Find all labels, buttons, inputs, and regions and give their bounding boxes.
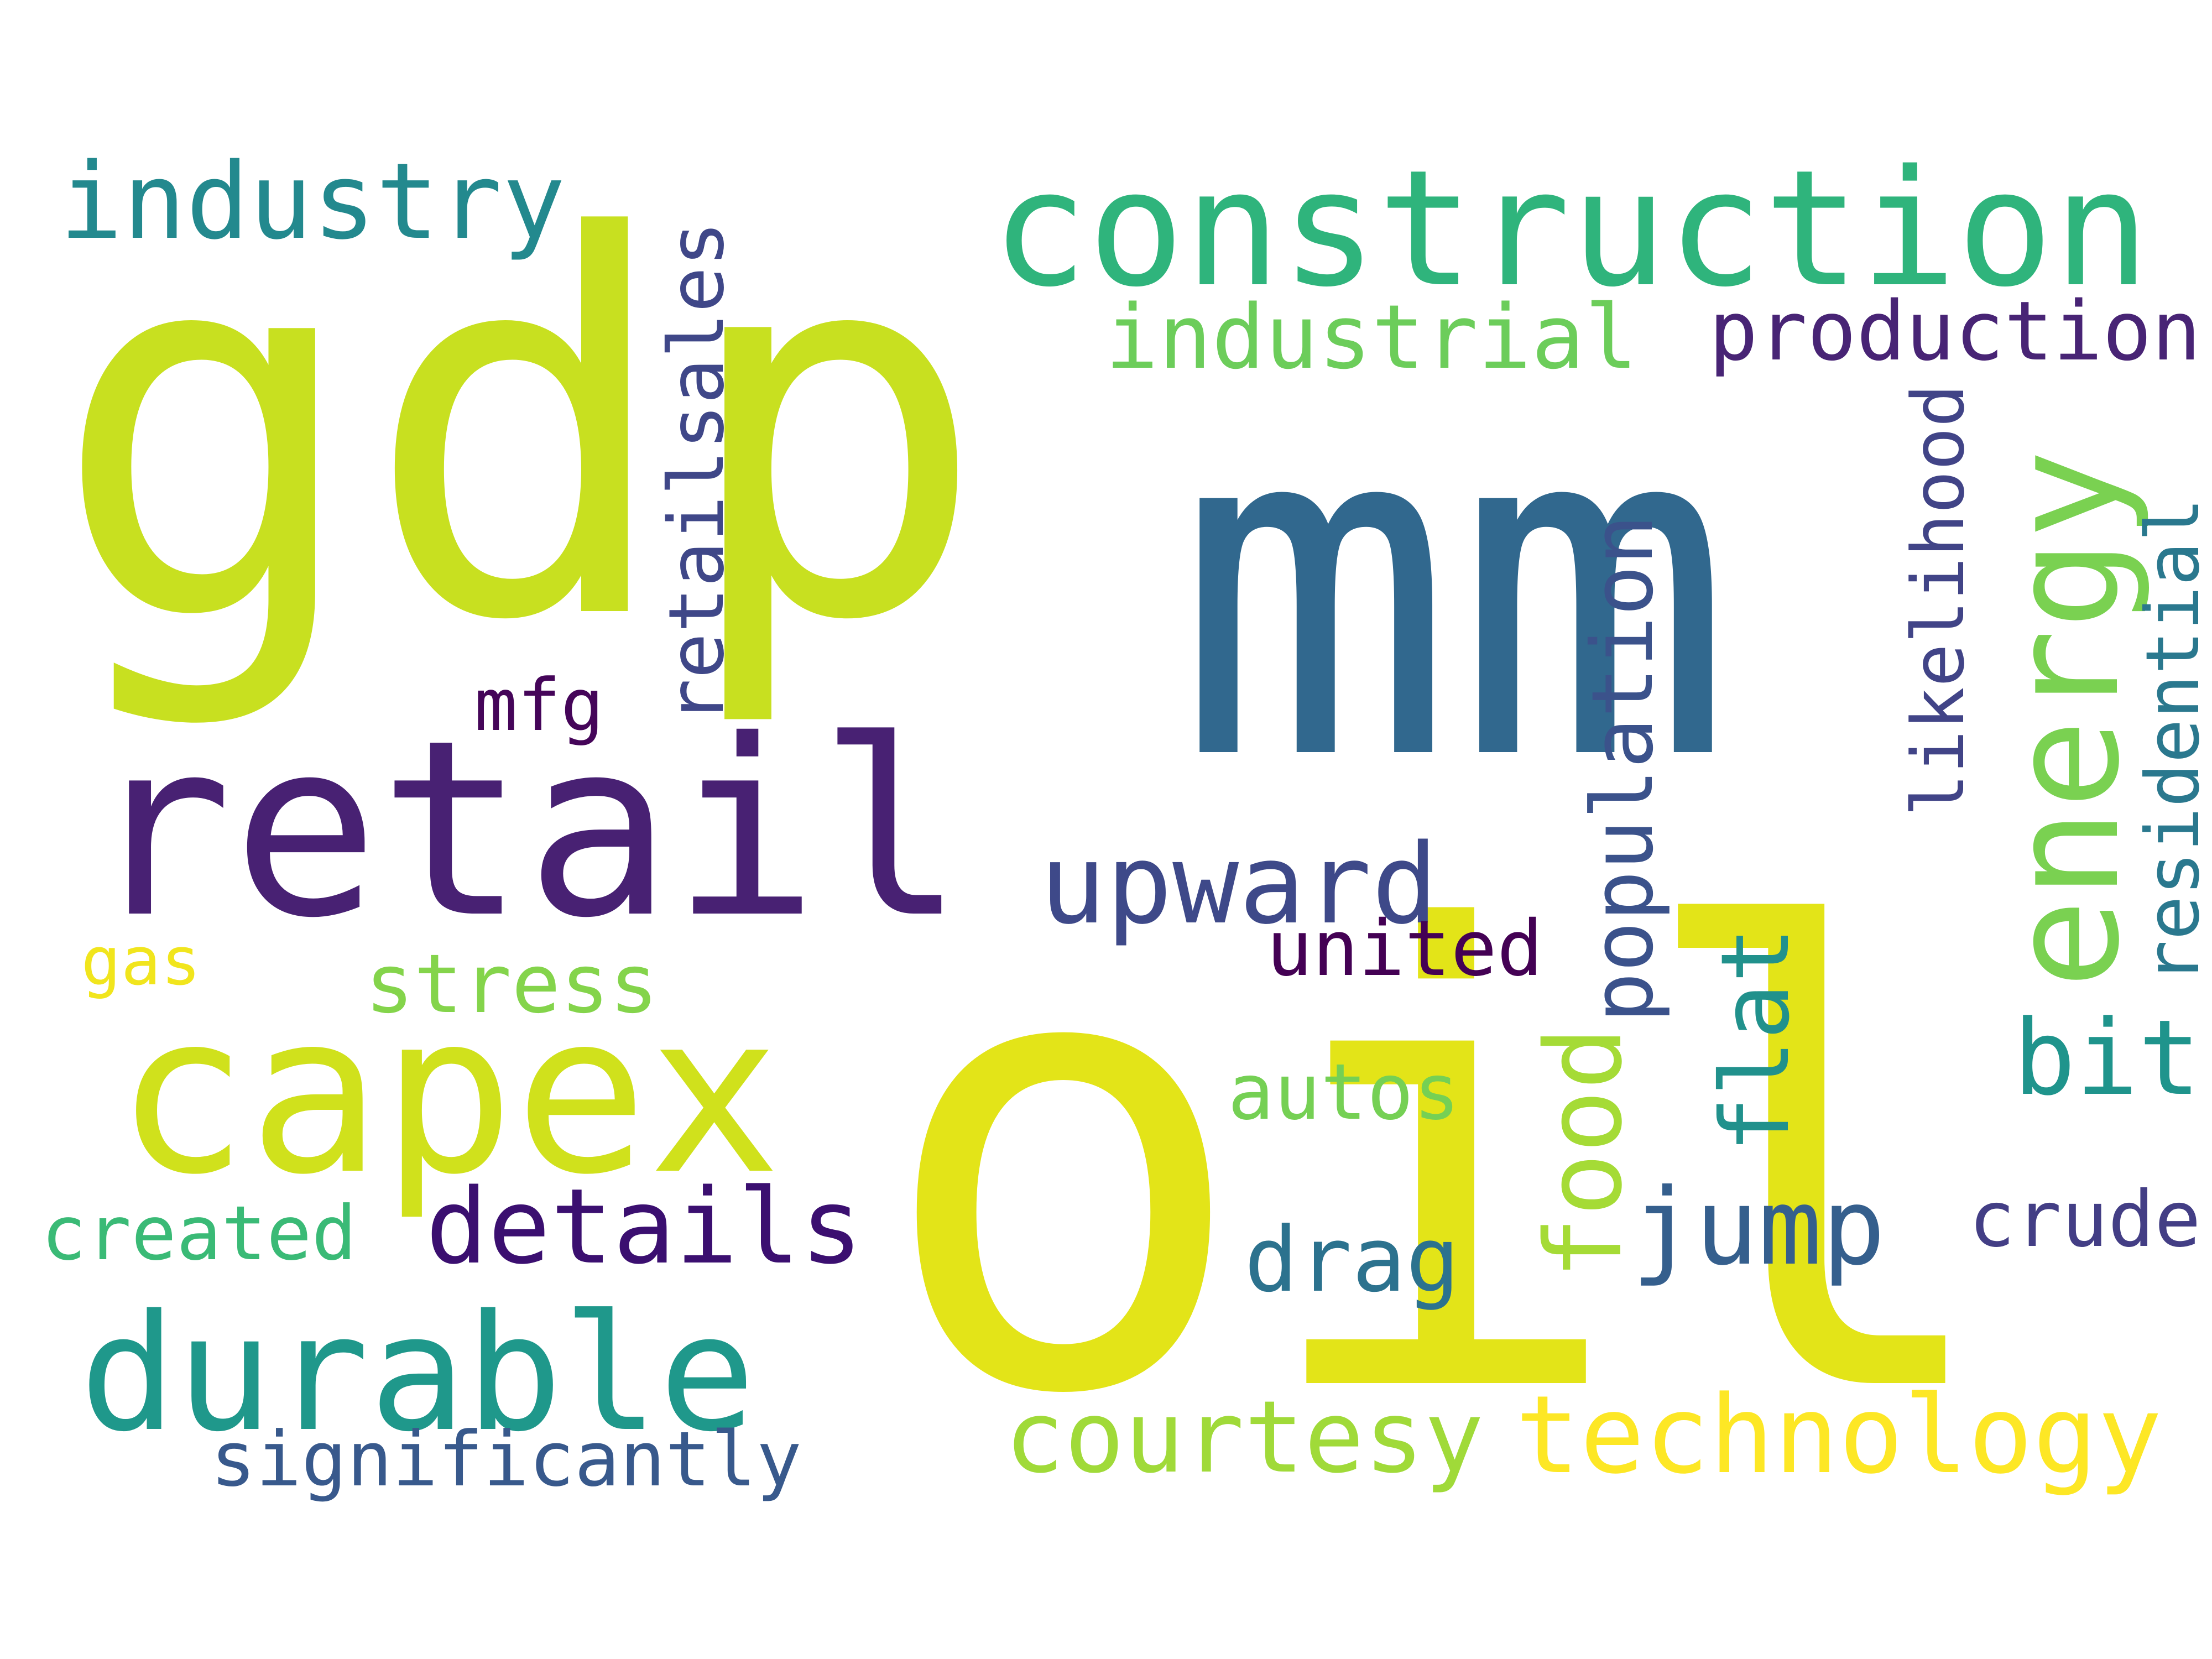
word-significantly: significantly — [210, 1415, 802, 1504]
word-autos: autos — [1228, 1047, 1460, 1137]
word-stress: stress — [365, 936, 659, 1031]
word-details: details — [425, 1167, 863, 1287]
word-population: population — [1573, 514, 1672, 1023]
word-bit: bit — [2013, 998, 2201, 1119]
word-retailsales: retailsales — [652, 221, 741, 724]
word-retail: retail — [86, 688, 965, 971]
word-oil: oil — [875, 802, 2006, 1531]
word-industrial: industrial — [1105, 285, 1638, 389]
word-courtesy: courtesy — [1004, 1380, 1484, 1495]
word-technology: technology — [1515, 1373, 2163, 1498]
word-united: united — [1266, 903, 1543, 993]
word-flat: flat — [1701, 926, 1811, 1153]
word-gas: gas — [81, 924, 201, 1000]
word-construction: construction — [991, 136, 2150, 322]
word-durable: durable — [80, 1281, 756, 1467]
word-mm: mm — [1175, 321, 1734, 862]
word-jump: jump — [1631, 1166, 1886, 1289]
word-capex: capex — [115, 966, 781, 1223]
word-food: food — [1523, 1026, 1645, 1280]
word-industry: industry — [59, 140, 566, 263]
word-upward: upward — [1040, 820, 1438, 949]
word-mfg: mfg — [474, 663, 604, 747]
word-crude: crude — [1969, 1174, 2201, 1264]
word-created: created — [41, 1189, 357, 1277]
word-energy: energy — [1978, 449, 2152, 989]
word-residential: residential — [2130, 497, 2212, 984]
word-production: production — [1709, 284, 2201, 379]
word-gdp: gdp — [51, 128, 989, 734]
word-likelihood: likelihood — [1896, 383, 1980, 817]
word-drag: drag — [1244, 1208, 1460, 1312]
